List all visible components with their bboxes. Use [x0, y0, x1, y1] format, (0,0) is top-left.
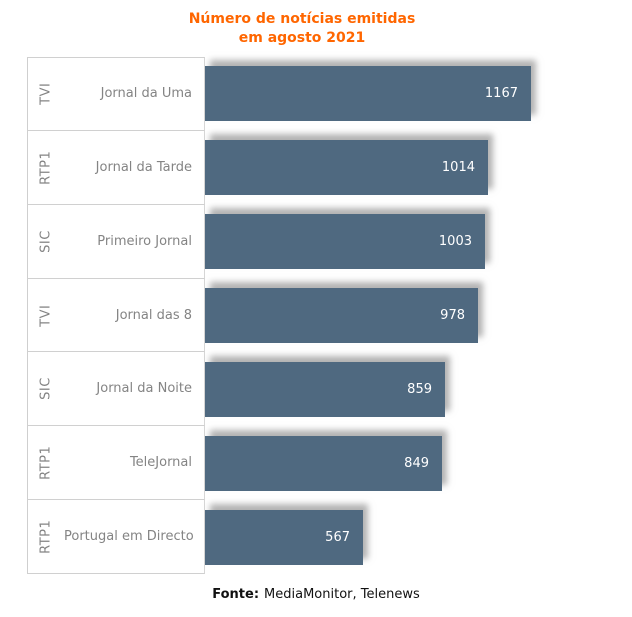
chart-row: RTP1 Portugal em Directo 567: [27, 500, 632, 575]
source-text: MediaMonitor, Telenews: [264, 587, 420, 602]
bar: 567: [205, 509, 363, 565]
plot-area: TVI Jornal da Uma 1167 RTP1 Jornal da Tarde 1…: [27, 57, 632, 575]
bar-value-label: 1003: [438, 234, 472, 250]
category-label-cell: SIC Jornal da Noite: [27, 352, 205, 427]
bar-cell: 1014: [205, 131, 632, 205]
chart-title: Número de notícias emitidas em agosto 20…: [0, 10, 604, 48]
program-axis-label: Jornal da Noite: [96, 381, 192, 397]
channel-axis-label: SIC: [38, 229, 54, 253]
bar: 1167: [205, 66, 531, 122]
bar-value-label: 978: [440, 308, 465, 323]
program-axis-label: TeleJornal: [129, 455, 192, 471]
program-axis-label: Primeiro Jornal: [97, 233, 192, 249]
chart-row: TVI Jornal das 8 978: [27, 278, 632, 353]
bar-cell: 567: [205, 500, 632, 574]
category-label-cell: RTP1 TeleJornal: [27, 426, 205, 501]
chart-row: RTP1 TeleJornal 849: [27, 426, 632, 501]
bar: 978: [205, 288, 478, 343]
channel-axis-label: SIC: [38, 377, 54, 401]
channel-axis-label: RTP1: [38, 519, 54, 554]
program-axis-label: Portugal em Directo: [64, 529, 194, 545]
channel-axis-label: TVI: [38, 303, 54, 327]
chart-title-line2: em agosto 2021: [238, 30, 366, 46]
bar-cell: 1167: [205, 57, 632, 131]
chart-row: TVI Jornal da Uma 1167: [27, 57, 632, 131]
chart-row: RTP1 Jornal da Tarde 1014: [27, 130, 632, 205]
category-label-cell: RTP1 Portugal em Directo: [27, 500, 205, 575]
bar: 1003: [205, 214, 485, 270]
category-label-cell: TVI Jornal da Uma: [27, 57, 205, 131]
program-axis-label: Jornal da Uma: [100, 86, 192, 102]
bar-value-label: 849: [404, 455, 429, 471]
channel-axis-label: TVI: [38, 82, 54, 106]
category-label-cell: SIC Primeiro Jornal: [27, 204, 205, 279]
program-axis-label: Jornal da Tarde: [95, 159, 192, 175]
bar: 859: [205, 361, 445, 417]
bar-value-label: 1167: [484, 86, 518, 102]
bar-cell: 978: [205, 279, 632, 353]
bar-value-label: 1014: [441, 160, 475, 176]
source-note: Fonte: MediaMonitor, Telenews: [0, 587, 632, 602]
bar-value-label: 567: [325, 529, 350, 545]
bar-cell: 849: [205, 426, 632, 500]
category-label-cell: TVI Jornal das 8: [27, 278, 205, 353]
bar-cell: 859: [205, 352, 632, 426]
chart-row: SIC Jornal da Noite 859: [27, 352, 632, 427]
chart-rows: TVI Jornal da Uma 1167 RTP1 Jornal da Tarde 1…: [27, 57, 632, 575]
chart-row: SIC Primeiro Jornal 1003: [27, 204, 632, 279]
category-label-cell: RTP1 Jornal da Tarde: [27, 130, 205, 205]
bar: 849: [205, 435, 442, 491]
bar-value-label: 859: [407, 381, 432, 397]
source-label: Fonte:: [212, 587, 260, 602]
bar: 1014: [205, 140, 488, 196]
program-axis-label: Jornal das 8: [115, 307, 192, 323]
chart-title-line1: Número de notícias emitidas: [188, 11, 416, 27]
bar-cell: 1003: [205, 205, 632, 279]
channel-axis-label: RTP1: [38, 150, 54, 185]
channel-axis-label: RTP1: [38, 445, 54, 480]
